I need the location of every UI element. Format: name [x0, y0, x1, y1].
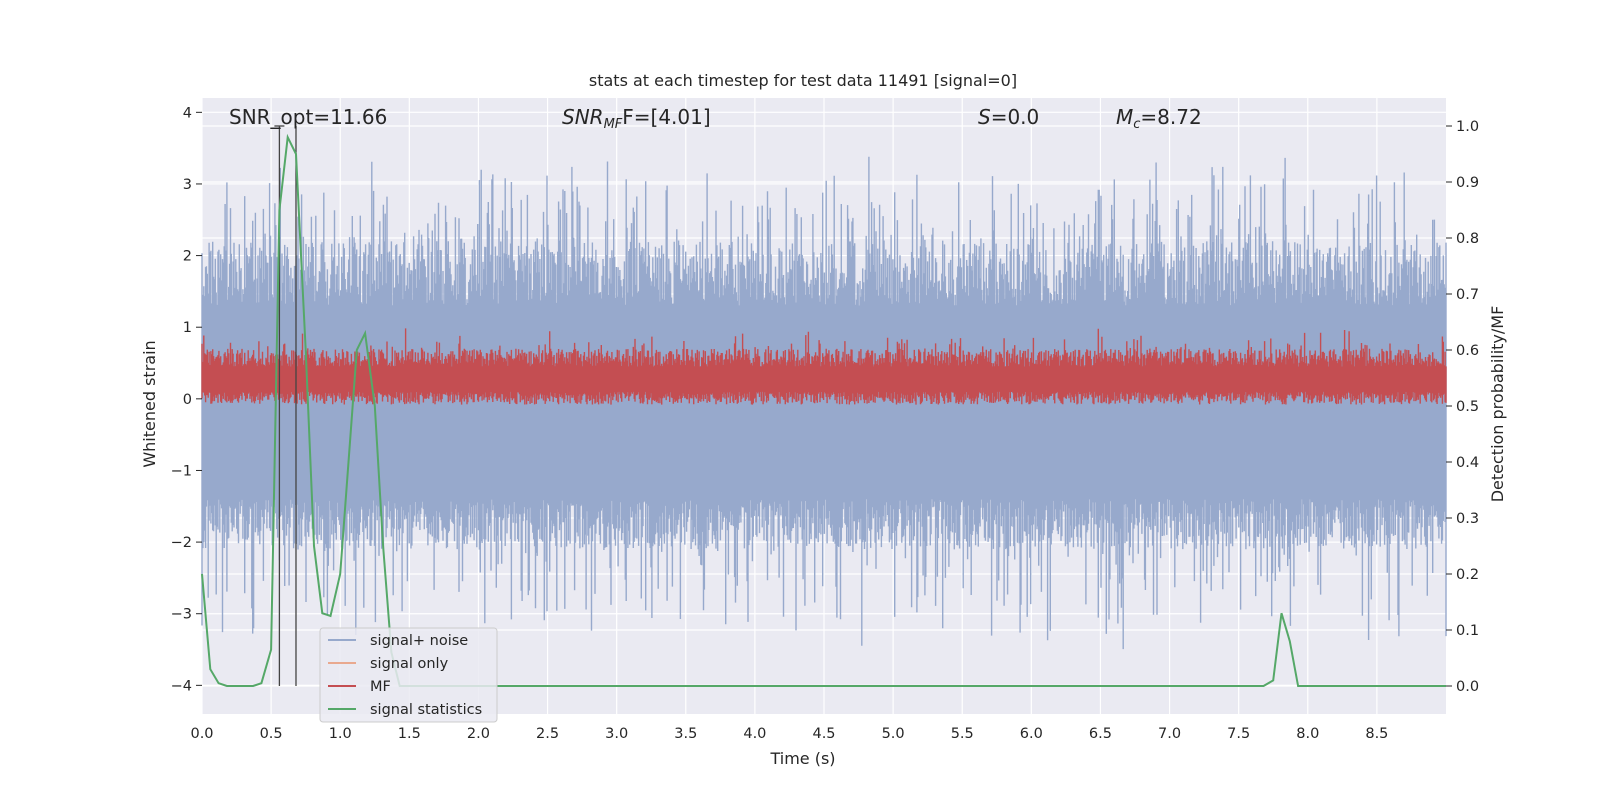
- x-tick-label: 3.0: [605, 726, 628, 742]
- snr-mf-value: F=[4.01]: [622, 105, 710, 129]
- signal-statistics-line: [201, 133, 1446, 687]
- x-axis-title: Time (s): [769, 749, 835, 768]
- snr-mf-base: SNR: [562, 105, 604, 129]
- mc-base: M: [1116, 105, 1133, 129]
- s-label: S: [978, 105, 991, 129]
- x-tick-label: 6.0: [1020, 726, 1043, 742]
- x-tick-label: 6.5: [1089, 726, 1112, 742]
- x-tick-label: 5.0: [882, 726, 905, 742]
- annotation-s: S=0.0: [978, 105, 1039, 129]
- x-tick-label: 1.5: [398, 726, 421, 742]
- y-right-tick-label: 0.3: [1456, 511, 1479, 527]
- s-value: =0.0: [991, 105, 1040, 129]
- legend-label-signal-noise: signal+ noise: [370, 633, 468, 649]
- mc-sub: c: [1133, 117, 1140, 132]
- x-tick-label: 8.0: [1296, 726, 1319, 742]
- chart-title: stats at each timestep for test data 114…: [589, 71, 1017, 90]
- y-right-tick-label: 1.0: [1456, 119, 1479, 135]
- y-axis-left-title: Whitened strain: [140, 340, 159, 467]
- y-axis-right-title: Detection probability/MF: [1488, 306, 1507, 503]
- legend-label-signal-statistics: signal statistics: [370, 702, 482, 718]
- mf-line: [201, 328, 1447, 405]
- y-right-tick-label: 0.8: [1456, 231, 1479, 247]
- legend-label-mf: MF: [370, 679, 391, 695]
- x-tick-label: 2.0: [467, 726, 490, 742]
- y-right-tick-label: 0.4: [1456, 455, 1479, 471]
- y-left-tick-label: −1: [171, 463, 192, 479]
- legend: signal+ noise signal only MF signal stat…: [319, 627, 498, 723]
- x-tick-label: 4.5: [812, 726, 835, 742]
- x-tick-label: 7.0: [1158, 726, 1181, 742]
- x-tick-label: 4.0: [743, 726, 766, 742]
- x-tick-label: 1.0: [329, 726, 352, 742]
- mf-series: [201, 328, 1447, 405]
- x-tick-label: 5.5: [951, 726, 974, 742]
- annotation-mc: Mc=8.72: [1116, 105, 1202, 132]
- y-right-tick-label: 0.2: [1456, 567, 1479, 583]
- y-right-tick-label: 0.1: [1456, 623, 1479, 639]
- signal-noise-series: [201, 156, 1447, 650]
- y-left-tick-label: 2: [183, 249, 192, 265]
- x-tick-label: 3.5: [674, 726, 697, 742]
- signal-statistics-series: [201, 133, 1446, 687]
- y-right-tick-label: 0.7: [1456, 287, 1479, 303]
- x-tick-label: 0.5: [260, 726, 283, 742]
- mc-value: =8.72: [1140, 105, 1201, 129]
- y-left-tick-label: −4: [171, 678, 192, 694]
- annotation-snr-opt: SNR_opt=11.66: [229, 105, 387, 129]
- y-left-tick-label: 4: [183, 105, 192, 121]
- x-tick-label: 2.5: [536, 726, 559, 742]
- x-tick-label: 0.0: [190, 726, 213, 742]
- y-right-tick-label: 0.9: [1456, 175, 1479, 191]
- snr-mf-sub: MF: [604, 117, 623, 132]
- y-left-tick-label: 1: [183, 320, 192, 336]
- y-right-tick-label: 0.0: [1456, 679, 1479, 695]
- y-right-tick-label: 0.5: [1456, 399, 1479, 415]
- y-left-tick-label: 3: [183, 177, 192, 193]
- ticks: 0.0 0.5 1.0 1.5 2.0 2.5 3.0 3.5 4.0 4.5 5.0 5.5 6.0 6…: [171, 105, 1479, 742]
- x-tick-label: 8.5: [1365, 726, 1388, 742]
- y-right-tick-label: 0.6: [1456, 343, 1479, 359]
- annotation-snr-mf: SNRMFF=[4.01]: [562, 105, 711, 132]
- x-tick-label: 7.5: [1227, 726, 1250, 742]
- y-left-tick-label: 0: [183, 392, 192, 408]
- y-left-tick-label: −3: [171, 607, 192, 623]
- y-left-tick-label: −2: [171, 535, 192, 551]
- legend-label-signal-only: signal only: [370, 656, 449, 672]
